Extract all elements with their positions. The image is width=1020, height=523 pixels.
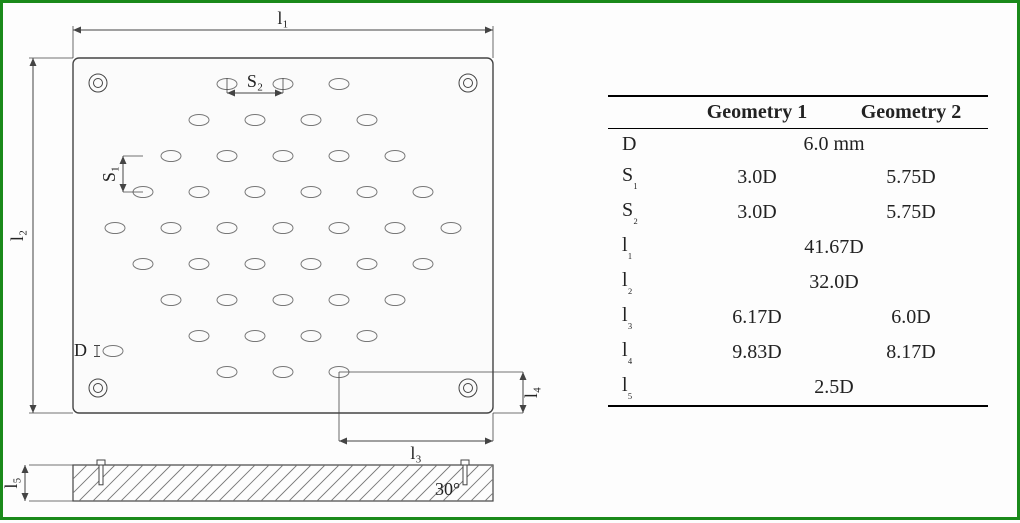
param-label: S₂	[608, 195, 680, 230]
svg-text:30°: 30°	[435, 479, 460, 499]
param-value-g2: 8.17D	[834, 335, 988, 370]
svg-text:l₃: l₃	[410, 443, 421, 463]
param-value-g1: 6.17D	[680, 300, 834, 335]
param-value: 2.5D	[680, 370, 988, 406]
param-value-g2: 5.75D	[834, 195, 988, 230]
svg-text:l₅: l₅	[3, 477, 21, 488]
param-value: 6.0 mm	[680, 129, 988, 161]
param-label: l₁	[608, 230, 680, 265]
svg-text:D: D	[74, 340, 87, 360]
param-value-g1: 9.83D	[680, 335, 834, 370]
param-label: l₄	[608, 335, 680, 370]
param-value: 41.67D	[680, 230, 988, 265]
svg-text:S₁: S₁	[99, 166, 119, 182]
param-value: 32.0D	[680, 265, 988, 300]
parameter-table: Geometry 1 Geometry 2 D6.0 mmS₁3.0D5.75D…	[608, 95, 988, 407]
param-label: l₂	[608, 265, 680, 300]
param-label: l₃	[608, 300, 680, 335]
svg-text:S₂: S₂	[247, 71, 263, 91]
col-geometry-2: Geometry 2	[834, 96, 988, 129]
param-value-g1: 3.0D	[680, 160, 834, 195]
param-label: S₁	[608, 160, 680, 195]
svg-text:l₄: l₄	[521, 387, 541, 398]
param-label: D	[608, 129, 680, 161]
param-value-g1: 3.0D	[680, 195, 834, 230]
svg-text:l₂: l₂	[7, 230, 27, 241]
param-label: l₅	[608, 370, 680, 406]
schematic-drawing: l₁ l₂ S₂ S₁ Dl₃ l₄ 30° l₅	[3, 3, 603, 523]
col-geometry-1: Geometry 1	[680, 96, 834, 129]
param-value-g2: 5.75D	[834, 160, 988, 195]
svg-text:l₁: l₁	[277, 8, 288, 28]
param-value-g2: 6.0D	[834, 300, 988, 335]
